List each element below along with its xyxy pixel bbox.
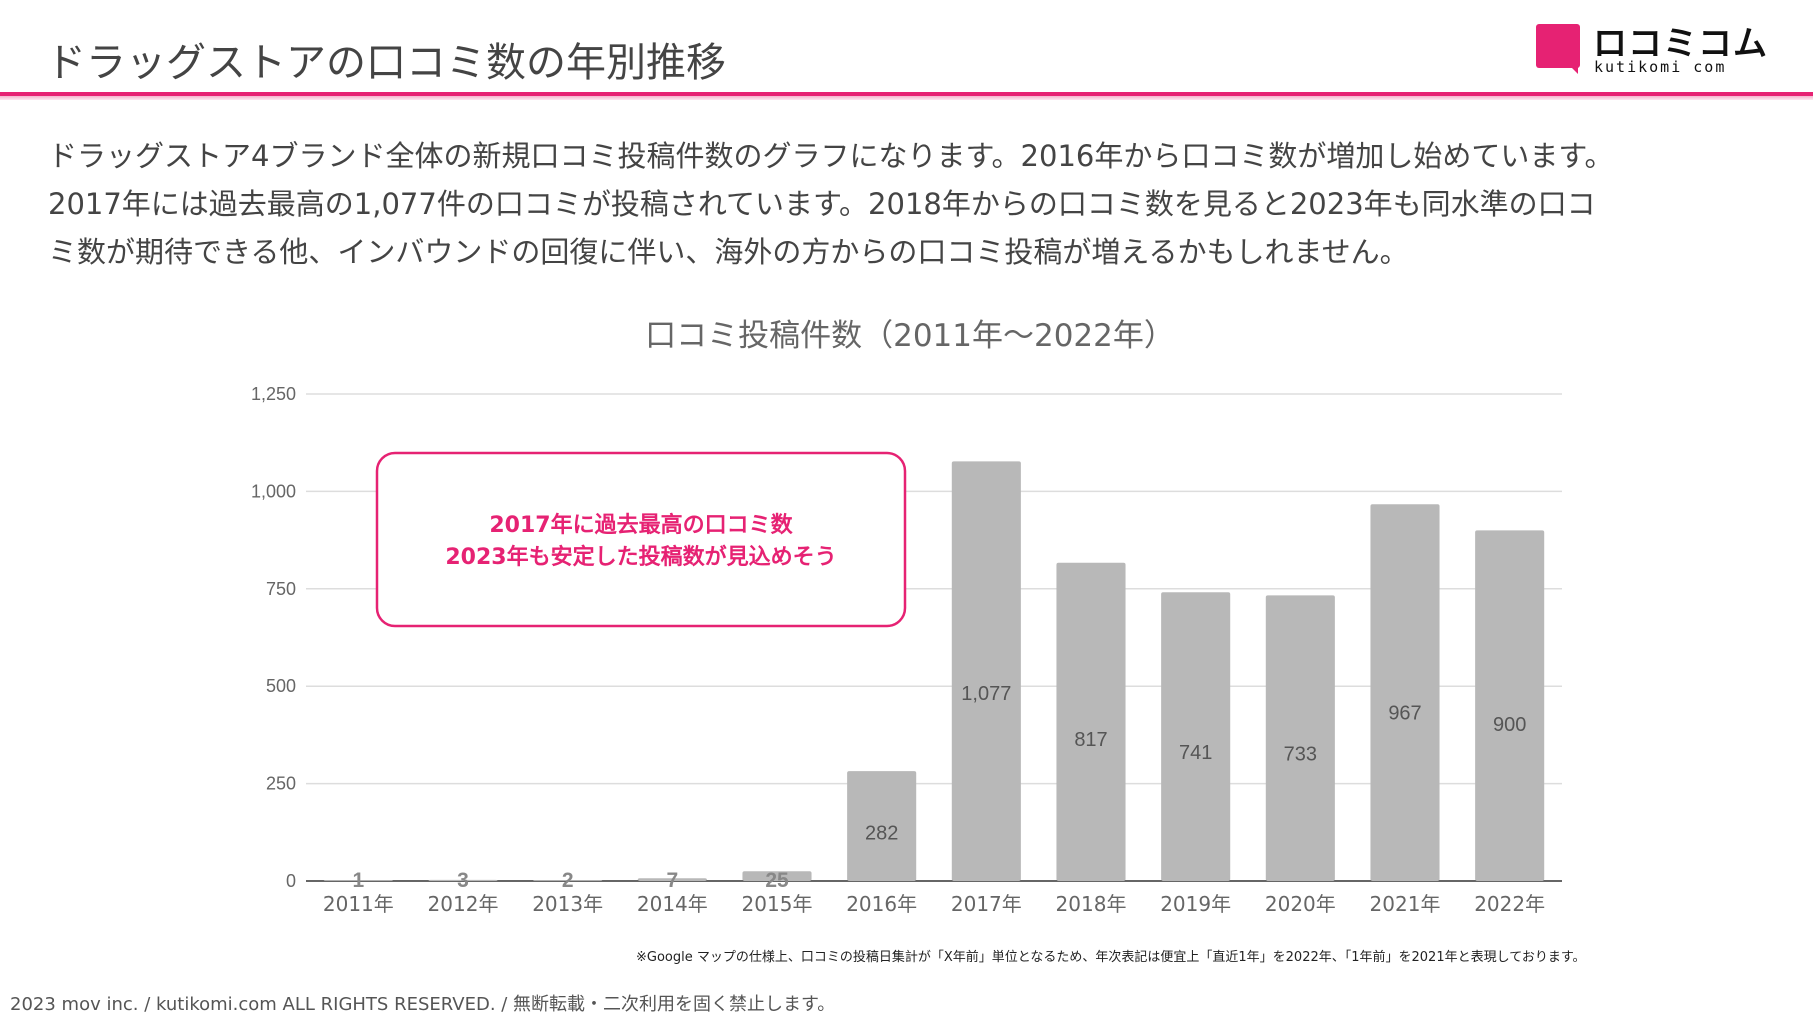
x-tick-label: 2016年	[846, 892, 917, 916]
brand-logo[interactable]: ロコミコム kutikomi com	[1536, 22, 1776, 78]
y-tick-label: 250	[266, 774, 296, 794]
annotation-box	[375, 451, 907, 628]
bar	[637, 878, 707, 881]
bar	[742, 871, 812, 881]
data-label: 282	[865, 823, 898, 845]
logo-text-jp: ロコミコム	[1593, 24, 1768, 64]
data-label: 741	[1179, 742, 1212, 764]
description-line: ミ数が期待できる他、インバウンドの回復に伴い、海外の方からの口コミ投稿が増えるか…	[48, 235, 1409, 269]
x-tick-label: 2011年	[323, 892, 394, 916]
bar	[847, 771, 917, 881]
data-label: 1,077	[961, 683, 1011, 705]
description-line: 2017年には過去最高の1,077件の口コミが投稿されています。2018年からの…	[48, 187, 1596, 221]
bar	[1475, 530, 1545, 881]
data-label: 900	[1493, 714, 1526, 736]
x-tick-label: 2013年	[532, 892, 603, 916]
x-tick-label: 2021年	[1370, 892, 1441, 916]
bar	[533, 880, 603, 881]
x-tick-label: 2017年	[951, 892, 1022, 916]
x-tick-label: 2014年	[637, 892, 708, 916]
data-label: 25	[765, 869, 789, 892]
bar	[323, 880, 393, 881]
description: ドラッグストア4ブランド全体の新規口コミ投稿件数のグラフになります。2016年か…	[48, 132, 1768, 276]
bar-chart: 口コミ投稿件数（2011年～2022年） 0 250 500 750 1,000 1,250…	[251, 318, 1562, 916]
bar	[1161, 592, 1231, 881]
bar	[428, 879, 498, 881]
data-label: 2	[562, 869, 574, 892]
x-tick-label: 2022年	[1474, 892, 1545, 916]
y-tick-label: 500	[266, 676, 296, 696]
x-tick-label: 2020年	[1265, 892, 1336, 916]
y-tick-label: 1,250	[251, 384, 296, 404]
bar	[1370, 504, 1440, 881]
bar	[1056, 562, 1126, 881]
footnote: ※Google マップの仕様上、口コミの投稿日集計が「X年前」単位となるため、年…	[636, 950, 1586, 965]
data-label: 3	[457, 869, 469, 892]
bar	[1265, 595, 1335, 881]
x-tick-label: 2012年	[428, 892, 499, 916]
y-tick-label: 750	[266, 579, 296, 599]
data-label: 1	[352, 869, 364, 892]
data-label: 733	[1284, 743, 1317, 765]
chart-title: 口コミ投稿件数（2011年～2022年）	[645, 318, 1175, 354]
x-tick-label: 2019年	[1160, 892, 1231, 916]
speech-bubble-tail	[1566, 62, 1578, 74]
x-tick-label: 2018年	[1056, 892, 1127, 916]
x-tick-label: 2015年	[742, 892, 813, 916]
bar	[951, 461, 1021, 881]
header-divider	[0, 92, 1813, 100]
annotation-text: 2023年も安定した投稿数が見込めそう	[445, 544, 836, 570]
data-label: 967	[1388, 702, 1421, 724]
description-line: ドラッグストア4ブランド全体の新規口コミ投稿件数のグラフになります。2016年か…	[48, 139, 1614, 173]
y-tick-label: 1,000	[251, 481, 296, 501]
speech-bubble-icon	[1536, 24, 1580, 68]
page-title: ドラッグストアの口コミ数の年別推移	[46, 40, 726, 86]
data-label: 817	[1074, 729, 1107, 751]
data-label: 7	[666, 869, 678, 892]
copyright: 2023 mov inc. / kutikomi.com ALL RIGHTS …	[10, 994, 836, 1015]
logo-text-en: kutikomi com	[1594, 58, 1727, 76]
annotation-text: 2017年に過去最高の口コミ数	[489, 512, 793, 538]
y-tick-label: 0	[286, 871, 296, 891]
